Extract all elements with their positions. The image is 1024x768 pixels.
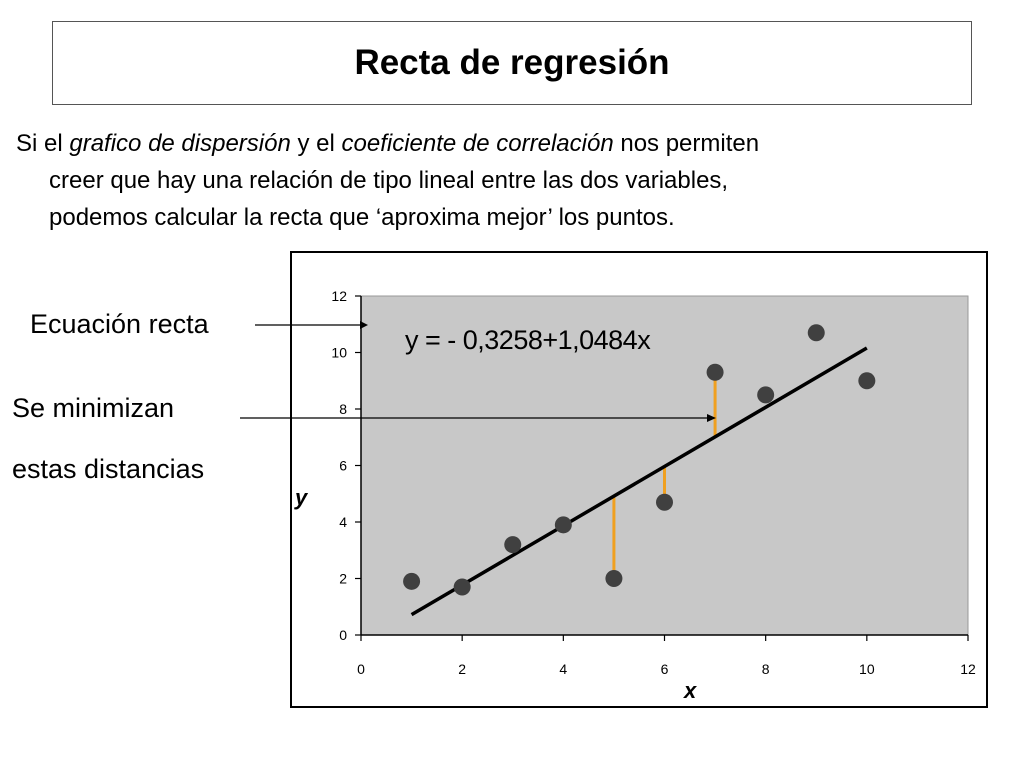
data-point <box>554 516 572 534</box>
intro-paragraph: Si el grafico de dispersión y el coefici… <box>16 125 1006 236</box>
intro-text-3: y el <box>290 130 342 157</box>
y-tick-label: 10 <box>331 345 347 361</box>
data-point <box>757 386 775 404</box>
slide-title: Recta de regresión <box>354 43 670 82</box>
intro-text-1: Si el <box>16 130 70 157</box>
x-tick-label: 0 <box>357 661 365 677</box>
intro-line-2: creer que hay una relación de tipo linea… <box>49 167 729 194</box>
intro-text-4: coeficiente de correlación <box>341 130 614 157</box>
data-point <box>706 363 724 381</box>
y-tick-label: 4 <box>339 514 347 530</box>
y-tick-label: 2 <box>339 571 347 587</box>
x-tick-label: 8 <box>762 661 770 677</box>
x-tick-label: 12 <box>960 661 976 677</box>
intro-text-2: grafico de dispersión <box>69 130 291 157</box>
x-tick-label: 2 <box>458 661 466 677</box>
data-point <box>453 578 471 596</box>
data-point <box>605 570 623 587</box>
x-tick-label: 4 <box>559 661 567 677</box>
data-point <box>858 372 876 390</box>
x-tick-label: 6 <box>661 661 669 677</box>
se-minimizan-label: Se minimizan <box>12 393 175 423</box>
intro-line-3: podemos calcular la recta que ‘aproxima … <box>49 204 675 231</box>
estas-distancias-label: estas distancias <box>12 454 205 484</box>
y-tick-label: 8 <box>339 401 347 417</box>
y-tick-label: 12 <box>331 288 347 304</box>
x-axis-label: x <box>683 678 697 703</box>
x-tick-label: 10 <box>859 661 875 677</box>
data-point <box>656 493 673 511</box>
ecuacion-recta-label: Ecuación recta <box>30 309 209 339</box>
data-point <box>807 324 825 342</box>
title-box: Recta de regresión <box>52 21 972 105</box>
minimizan-arrow <box>240 414 716 422</box>
intro-text-5: nos permiten <box>613 130 760 157</box>
regression-line <box>410 346 868 617</box>
equation-label: y = - 0,3258+1,0484x <box>405 325 651 355</box>
y-axis-label: y <box>294 485 309 510</box>
y-tick-label: 6 <box>339 458 347 474</box>
data-point <box>504 536 522 554</box>
data-point <box>403 572 421 590</box>
y-tick-label: 0 <box>339 627 347 643</box>
ecuacion-arrow <box>255 321 368 329</box>
